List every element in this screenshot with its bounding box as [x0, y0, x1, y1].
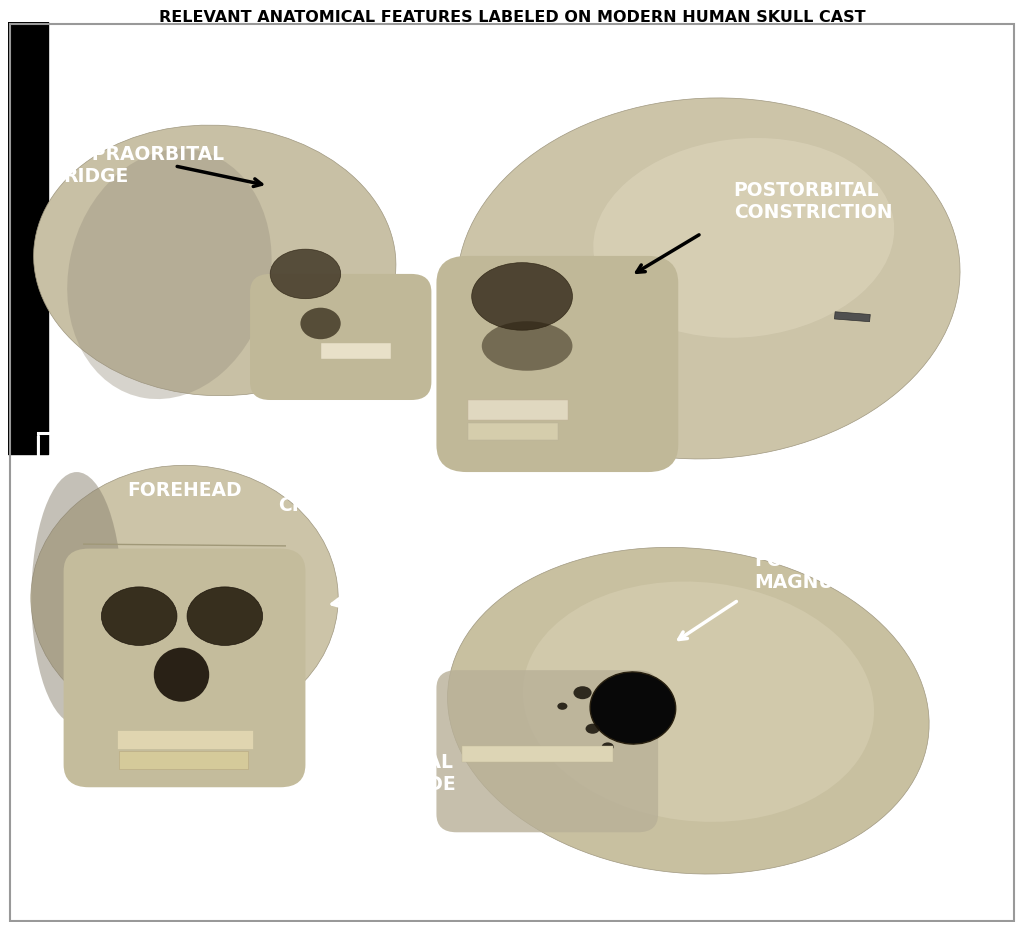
Ellipse shape: [586, 724, 600, 734]
Ellipse shape: [270, 249, 341, 299]
Bar: [321, 343, 391, 359]
Ellipse shape: [187, 587, 262, 645]
Ellipse shape: [32, 472, 122, 725]
Ellipse shape: [523, 582, 874, 822]
Text: CANINE: CANINE: [48, 825, 128, 844]
Text: POSTORBITAL
CONSTRICTION: POSTORBITAL CONSTRICTION: [733, 182, 892, 222]
Ellipse shape: [300, 307, 341, 340]
Text: DENTAL
ARCADE: DENTAL ARCADE: [371, 753, 457, 795]
Ellipse shape: [68, 149, 271, 399]
Ellipse shape: [472, 263, 572, 330]
Bar: [468, 424, 558, 440]
Text: FOREHEAD: FOREHEAD: [127, 481, 242, 499]
Text: PROGNATHISM: PROGNATHISM: [362, 43, 530, 61]
FancyBboxPatch shape: [436, 256, 678, 472]
FancyBboxPatch shape: [250, 274, 431, 400]
Ellipse shape: [154, 648, 209, 702]
Text: MAXIMUM BRAINCASE BREADTH: MAXIMUM BRAINCASE BREADTH: [53, 404, 395, 423]
Ellipse shape: [34, 125, 396, 395]
Bar: [468, 400, 568, 420]
Ellipse shape: [101, 587, 177, 645]
Text: RELEVANT ANATOMICAL FEATURES LABELED ON MODERN HUMAN SKULL CAST: RELEVANT ANATOMICAL FEATURES LABELED ON …: [159, 9, 865, 25]
Text: NASAL
BONE: NASAL BONE: [417, 564, 486, 605]
Ellipse shape: [593, 138, 894, 338]
Ellipse shape: [457, 98, 961, 459]
Bar: [462, 745, 612, 762]
FancyBboxPatch shape: [63, 549, 305, 787]
Ellipse shape: [557, 703, 567, 710]
Bar: [835, 312, 870, 322]
Ellipse shape: [31, 465, 338, 731]
Ellipse shape: [602, 743, 613, 751]
Text: FORAMEN
MAGNUM: FORAMEN MAGNUM: [754, 551, 859, 591]
Text: SUPRAORBITAL
RIDGE: SUPRAORBITAL RIDGE: [63, 146, 224, 186]
Ellipse shape: [573, 686, 592, 699]
Bar: [119, 751, 248, 769]
Text: CHIN: CHIN: [279, 496, 331, 515]
FancyBboxPatch shape: [436, 670, 658, 832]
Ellipse shape: [590, 672, 676, 745]
Bar: [117, 729, 253, 749]
Ellipse shape: [447, 548, 929, 874]
Ellipse shape: [481, 322, 572, 371]
